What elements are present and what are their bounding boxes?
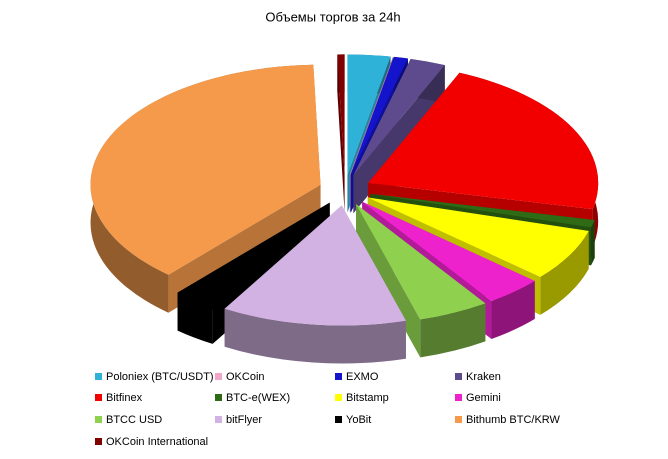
slice-side: [420, 303, 486, 358]
slice-top: [224, 205, 406, 326]
legend: Poloniex (BTC/USDT) OKCoin EXMO Kraken Bitfi…: [95, 371, 561, 448]
legend-label: BTC-e(WEX): [226, 392, 290, 404]
legend-label: OKCoin: [226, 371, 265, 383]
slice-side: [491, 281, 535, 339]
slice-top: [367, 197, 589, 277]
legend-swatch: [455, 416, 462, 423]
slice-top: [90, 64, 321, 275]
legend-swatch: [335, 394, 342, 401]
slice: [224, 205, 406, 364]
chart-title: Объемы торгов за 24h: [265, 9, 400, 24]
legend-label: bitFlyer: [226, 414, 262, 426]
slice-top: [368, 72, 599, 210]
legend-swatch: [455, 373, 462, 380]
legend-swatch: [215, 373, 222, 380]
slice-side: [177, 292, 213, 344]
slice-wall: [337, 54, 345, 213]
slice-top: [177, 202, 330, 306]
legend-swatch: [95, 373, 102, 380]
legend-label: Gemini: [466, 392, 501, 404]
legend-label: Bitfinex: [106, 392, 143, 404]
legend-swatch: [335, 373, 342, 380]
legend-swatch: [335, 416, 342, 423]
legend-swatch: [95, 416, 102, 423]
slice-top: [337, 54, 345, 175]
pie: [90, 54, 599, 364]
legend-label: Kraken: [466, 371, 501, 383]
legend-label: OKCoin International: [106, 436, 208, 448]
slice-top: [356, 204, 486, 320]
slice-side: [224, 308, 406, 364]
slice-top: [350, 56, 408, 175]
slice-side: [540, 230, 589, 315]
legend-swatch: [95, 394, 102, 401]
slice-top: [370, 193, 595, 228]
slice-top: [353, 59, 445, 176]
legend-label: Bithumb BTC/KRW: [466, 414, 561, 426]
legend-label: Poloniex (BTC/USDT): [106, 371, 214, 383]
slice-top: [362, 201, 535, 301]
legend-swatch: [215, 416, 222, 423]
slice-top: [347, 54, 391, 175]
slice: [337, 54, 345, 213]
legend-swatch: [455, 394, 462, 401]
legend-swatch: [215, 394, 222, 401]
legend-swatch: [95, 438, 102, 445]
legend-label: YoBit: [346, 414, 371, 426]
legend-label: BTCC USD: [106, 414, 162, 426]
legend-label: Bitstamp: [346, 392, 389, 404]
legend-label: EXMO: [346, 371, 379, 383]
slice-side: [591, 220, 595, 266]
